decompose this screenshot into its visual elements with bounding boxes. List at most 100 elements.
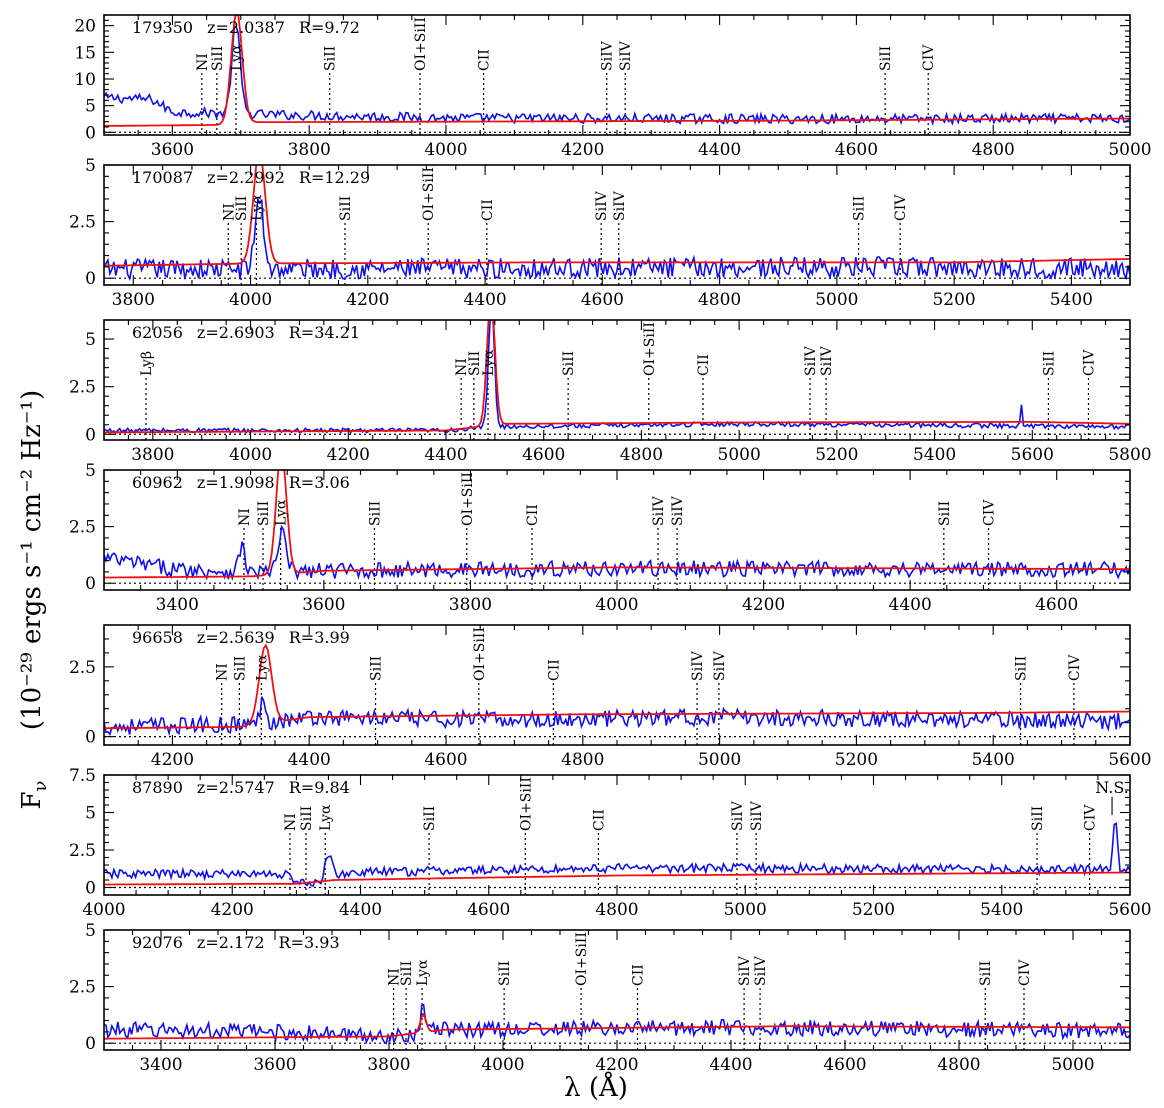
x-tick-label: 4400	[889, 595, 932, 615]
line-label: Lyα	[249, 194, 265, 221]
r-value: R=3.99	[289, 628, 350, 647]
x-tick-label: 4000	[82, 900, 125, 920]
x-tick-label: 4600	[581, 290, 624, 310]
y-tick-label: 7.5	[69, 766, 96, 786]
galaxy-id: 170087	[132, 168, 193, 187]
x-tick-label: 4200	[151, 750, 194, 770]
spectrum-panel: 3400 3600 3800 4000 4200 4400 4600 4800 5000 0 2.5…	[69, 921, 1131, 1075]
line-label: OI+SiII	[518, 777, 534, 831]
line-label: SiII	[338, 196, 354, 221]
x-tick-label: 4400	[709, 1055, 752, 1075]
x-tick-label: 4200	[595, 1055, 638, 1075]
line-label: SiII	[369, 656, 385, 681]
x-tick-label: 3400	[139, 1055, 182, 1075]
line-label: SiII	[256, 501, 272, 526]
x-tick-label: 4200	[327, 445, 370, 465]
observed-spectrum	[104, 25, 1130, 127]
x-tick-label: 5000	[1051, 1055, 1094, 1075]
x-tick-label: 3600	[151, 140, 194, 160]
x-tick-label: 4400	[698, 140, 741, 160]
x-tick-label: 5200	[815, 445, 858, 465]
x-tick-label: 5600	[1108, 750, 1151, 770]
y-tick-label: 0	[85, 728, 96, 748]
redshift: z=2.172	[197, 933, 265, 952]
x-tick-label: 5400	[1050, 290, 1093, 310]
line-label: CIV	[1017, 959, 1033, 986]
line-label: CII	[480, 199, 496, 221]
line-label: SiII	[323, 46, 339, 71]
line-label: CII	[696, 354, 712, 376]
line-label: SiII	[1014, 656, 1030, 681]
line-label: Lyα	[254, 654, 270, 681]
line-label: SiIV	[618, 40, 634, 71]
line-label: Lyα	[481, 349, 497, 376]
x-tick-label: 4000	[229, 445, 272, 465]
line-label: OI+SiII	[421, 167, 437, 221]
line-label: NI	[387, 968, 403, 986]
x-tick-label: 5000	[698, 750, 741, 770]
redshift: z=2.0387	[207, 18, 285, 37]
x-tick-label: 4800	[937, 1055, 980, 1075]
y-axis-symbol-nu: ν	[30, 781, 51, 792]
line-label: SiII	[1041, 351, 1057, 376]
y-tick-label: 2.5	[69, 213, 96, 233]
y-axis-symbol-f: F	[17, 791, 47, 809]
panel-info: 60962 z=1.9098 R=3.06	[132, 473, 350, 492]
line-label: SiII	[978, 961, 994, 986]
galaxy-id: 62056	[132, 323, 183, 342]
line-label: SiIV	[690, 650, 706, 681]
x-tick-label: 4200	[742, 595, 785, 615]
x-tick-label: 4000	[424, 140, 467, 160]
panel-info: 170087 z=2.2992 R=12.29	[132, 168, 370, 187]
model-spectrum	[104, 15, 1130, 127]
x-tick-label: 5000	[718, 445, 761, 465]
x-tick-label: 4800	[561, 750, 604, 770]
line-label: CIV	[893, 194, 909, 221]
x-tick-label: 3800	[288, 140, 331, 160]
panel-frame	[103, 164, 1131, 286]
line-label: CIV	[921, 44, 937, 71]
line-label: Lyα	[415, 959, 431, 986]
x-tick-label: 4600	[467, 900, 510, 920]
y-tick-label: 5	[85, 921, 96, 941]
observed-spectrum	[104, 696, 1130, 737]
line-label: SiII	[1030, 806, 1046, 831]
x-tick-label: 4200	[346, 290, 389, 310]
panel-info: 179350 z=2.0387 R=9.72	[132, 18, 360, 37]
r-value: R=3.06	[289, 473, 350, 492]
line-label: CII	[477, 49, 493, 71]
line-label: SiIV	[612, 190, 628, 221]
spectrum-panel: 3800 4000 4200 4400 4600 4800 5000 5200 5400 0 2.5…	[69, 156, 1131, 310]
model-spectrum	[104, 470, 1130, 579]
x-tick-label: 3800	[131, 445, 174, 465]
line-label: NI	[221, 203, 237, 221]
x-tick-label: 3800	[367, 1055, 410, 1075]
y-tick-label: 5	[85, 330, 96, 350]
model-spectrum	[104, 165, 1130, 267]
observed-spectrum	[104, 822, 1130, 887]
line-label: SiIV	[594, 190, 610, 221]
line-label: CII	[525, 504, 541, 526]
line-label: SiIV	[749, 800, 765, 831]
line-label: SiII	[234, 196, 250, 221]
y-tick-label: 0	[85, 123, 96, 143]
line-label: CIV	[1083, 804, 1099, 831]
line-label: SiII	[299, 806, 315, 831]
line-label: OI+SiII	[472, 627, 488, 681]
x-tick-label: 4400	[463, 290, 506, 310]
x-tick-label: 4000	[229, 290, 272, 310]
spectrum-panel: 3800 4000 4200 4400 4600 4800 5000 5200 5400 5600…	[69, 319, 1152, 465]
y-tick-label: 2.5	[69, 518, 96, 538]
x-tick-label: 5400	[913, 445, 956, 465]
galaxy-id: 96658	[132, 628, 183, 647]
line-label: SiII	[878, 46, 894, 71]
y-axis-label-units: (10⁻²⁹ ergs s⁻¹ cm⁻² Hz⁻¹)	[17, 390, 47, 730]
x-tick-label: 4000	[481, 1055, 524, 1075]
y-tick-label: 20	[74, 17, 96, 37]
y-axis-label: (10⁻²⁹ ergs s⁻¹ cm⁻² Hz⁻¹)	[17, 390, 47, 730]
x-tick-label: 4800	[698, 290, 741, 310]
x-tick-label: 5400	[980, 900, 1023, 920]
x-tick-label: 4800	[595, 900, 638, 920]
line-label: SiIV	[730, 800, 746, 831]
